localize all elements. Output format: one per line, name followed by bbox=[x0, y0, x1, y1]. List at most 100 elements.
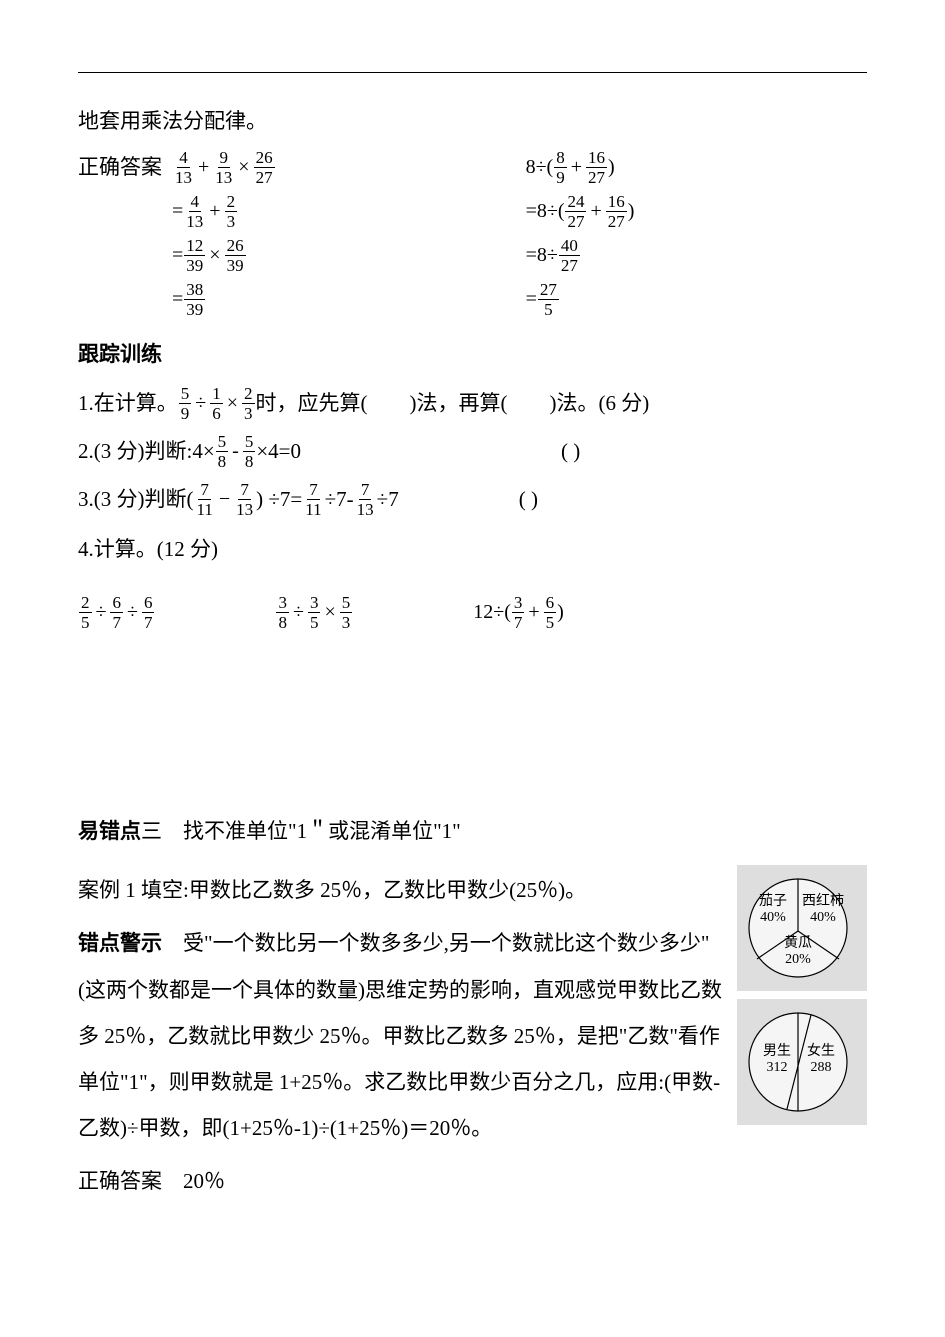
fraction: 713 bbox=[355, 481, 376, 518]
fraction: 2627 bbox=[254, 149, 275, 186]
fraction: 711 bbox=[303, 481, 323, 518]
fraction: 37 bbox=[512, 594, 525, 631]
svg-text:茄子: 茄子 bbox=[759, 892, 787, 909]
fraction: 58 bbox=[216, 433, 229, 470]
fraction: 67 bbox=[142, 594, 155, 631]
svg-text:西红柿: 西红柿 bbox=[802, 892, 844, 909]
fraction: 413 bbox=[173, 149, 194, 186]
page-top-rule bbox=[78, 72, 867, 73]
fraction: 4027 bbox=[559, 237, 580, 274]
fraction: 2639 bbox=[225, 237, 246, 274]
operator: + bbox=[590, 191, 601, 231]
fraction: 67 bbox=[110, 594, 123, 631]
svg-text:40%: 40% bbox=[760, 910, 786, 925]
fraction: 25 bbox=[79, 594, 92, 631]
page-content: 地套用乘法分配律。 正确答案 413+913×2627=413+23=1239×… bbox=[0, 0, 945, 1250]
fraction: 2427 bbox=[565, 193, 586, 230]
pie1-svg: 茄子40%西红柿40%黄瓜20% bbox=[741, 871, 855, 985]
operator: + bbox=[528, 592, 539, 632]
text-token: ÷7- bbox=[325, 478, 354, 520]
calc-expression: 12÷(37+65) bbox=[473, 592, 564, 632]
pie-chart-vegetables: 茄子40%西红柿40%黄瓜20% bbox=[737, 865, 867, 991]
svg-text:312: 312 bbox=[767, 1060, 788, 1075]
answer-right-column: 8÷(89+1627)=8÷(2427+1627)=8÷4027=275 bbox=[526, 146, 635, 320]
equation-line: =275 bbox=[526, 278, 635, 320]
fraction: 1627 bbox=[586, 149, 607, 186]
fraction: 58 bbox=[243, 433, 256, 470]
text-token: =8÷ bbox=[526, 235, 558, 275]
calc-expression: 25÷67÷67 bbox=[78, 592, 155, 632]
operator: ÷ bbox=[96, 592, 107, 632]
text-token: ) bbox=[557, 592, 564, 632]
problem-2: 2.(3 分)判断:4×58-58×4=0( ) bbox=[78, 430, 867, 472]
fraction: 713 bbox=[234, 481, 255, 518]
fraction: 23 bbox=[225, 193, 238, 230]
operator: + bbox=[198, 147, 209, 187]
svg-text:20%: 20% bbox=[785, 952, 811, 967]
svg-text:黄瓜: 黄瓜 bbox=[784, 934, 812, 951]
fraction: 1239 bbox=[184, 237, 205, 274]
pie-chart-students: 男生312 女生288 bbox=[737, 999, 867, 1125]
correct-answer-2: 正确答案 20％ bbox=[78, 1158, 867, 1204]
operator: × bbox=[324, 592, 335, 632]
side-figures: 茄子40%西红柿40%黄瓜20% 男生312女生288 bbox=[737, 865, 867, 1133]
fraction: 275 bbox=[538, 281, 559, 318]
fraction: 53 bbox=[340, 594, 353, 631]
answer-left-column: 413+913×2627=413+23=1239×2639=3839 bbox=[172, 146, 276, 320]
fraction: 23 bbox=[242, 385, 255, 422]
svg-text:男生: 男生 bbox=[763, 1043, 791, 1059]
operator: ÷ bbox=[293, 592, 304, 632]
operator: ÷ bbox=[195, 383, 206, 423]
svg-text:40%: 40% bbox=[810, 910, 836, 925]
text-token: = bbox=[172, 191, 183, 231]
operator: + bbox=[571, 147, 582, 187]
fraction: 59 bbox=[179, 385, 192, 422]
equation-line: 413+913×2627 bbox=[172, 146, 276, 188]
fraction: 65 bbox=[544, 594, 557, 631]
problem-3: 3.(3 分)判断(711−713) ÷7=711÷7-713÷7( ) bbox=[78, 478, 867, 520]
correct-answer-label: 正确答案 bbox=[78, 146, 162, 188]
calc-expression: 38÷35×53 bbox=[275, 592, 353, 632]
fraction: 16 bbox=[210, 385, 223, 422]
correct-answer-row: 正确答案 413+913×2627=413+23=1239×2639=3839 … bbox=[78, 146, 867, 328]
equation-line: 8÷(89+1627) bbox=[526, 146, 635, 188]
text-token: 8÷( bbox=[526, 147, 554, 187]
operator: + bbox=[209, 191, 220, 231]
warning-label: 错点警示 bbox=[78, 932, 162, 955]
correct2-value: 20％ bbox=[183, 1169, 225, 1193]
correct2-label: 正确答案 bbox=[78, 1169, 162, 1193]
operator: × bbox=[238, 147, 249, 187]
operator: − bbox=[219, 479, 230, 519]
text-token: ÷7 bbox=[377, 478, 399, 520]
operator: × bbox=[227, 383, 238, 423]
equation-line: =8÷(2427+1627) bbox=[526, 190, 635, 232]
problem-4-label: 4.计算。(12 分) bbox=[78, 526, 867, 572]
text-token: = bbox=[172, 279, 183, 319]
error-point-number: 三 bbox=[141, 819, 162, 843]
operator: - bbox=[232, 431, 239, 471]
error-point-title: 找不准单位"1＂或混淆单位"1" bbox=[183, 819, 461, 843]
fraction: 1627 bbox=[606, 193, 627, 230]
text-token: = bbox=[172, 235, 183, 275]
operator: × bbox=[209, 235, 220, 275]
fraction: 38 bbox=[276, 594, 289, 631]
text-token: ) bbox=[628, 191, 635, 231]
equation-line: =3839 bbox=[172, 278, 276, 320]
error-point-heading: 易错点三 找不准单位"1＂或混淆单位"1" bbox=[78, 808, 867, 855]
error-point-label: 易错点 bbox=[78, 820, 141, 843]
text-token: 12÷( bbox=[473, 592, 511, 632]
problem-4-expressions: 25÷67÷6738÷35×5312÷(37+65) bbox=[78, 592, 867, 632]
problem-1: 1.在计算。59÷16×23时，应先算( )法，再算( )法。(6 分) bbox=[78, 382, 867, 424]
equation-line: =8÷4027 bbox=[526, 234, 635, 276]
svg-text:288: 288 bbox=[811, 1060, 832, 1075]
text-token: = bbox=[526, 279, 537, 319]
svg-text:女生: 女生 bbox=[807, 1042, 835, 1059]
continuation-text: 地套用乘法分配律。 bbox=[78, 100, 867, 142]
equation-line: =1239×2639 bbox=[172, 234, 276, 276]
equation-line: =413+23 bbox=[172, 190, 276, 232]
practice-heading: 跟踪训练 bbox=[78, 334, 867, 376]
text-token: ) bbox=[608, 147, 615, 187]
fraction: 913 bbox=[213, 149, 234, 186]
fraction: 711 bbox=[194, 481, 214, 518]
pie2-svg: 男生312 女生288 bbox=[741, 1005, 855, 1119]
